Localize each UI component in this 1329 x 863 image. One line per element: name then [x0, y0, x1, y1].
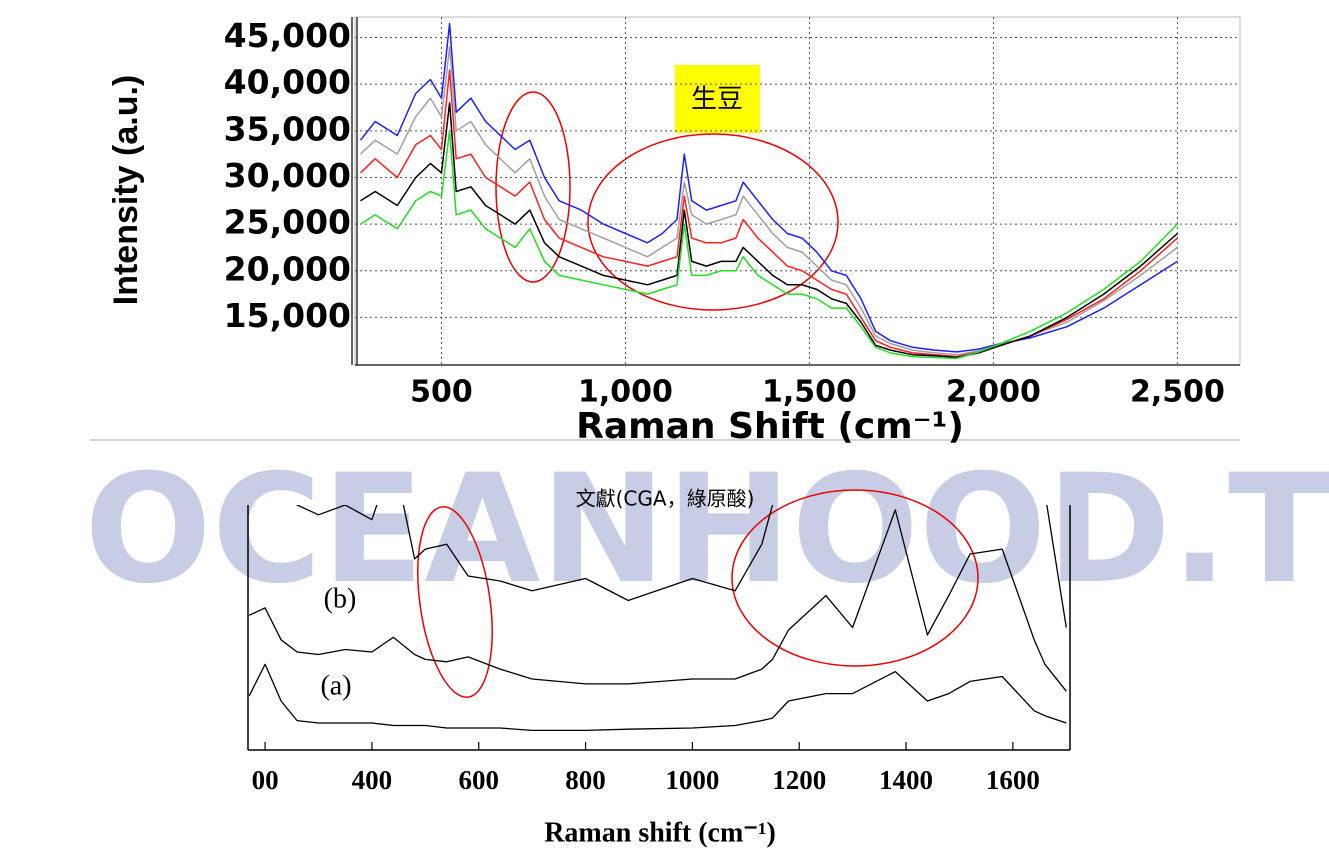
- x-tick-label: 1,500: [762, 375, 857, 410]
- highlight-ellipse: [495, 91, 571, 283]
- series-line: [360, 130, 1178, 360]
- y-axis-label: Intensity (a.u.): [107, 75, 145, 305]
- y-tick-label: 30,000: [224, 156, 351, 195]
- series-label: (a): [320, 670, 351, 701]
- annotation-box: [675, 65, 760, 133]
- plot-frame: [354, 16, 1241, 366]
- x-tick-label: 800: [565, 765, 606, 795]
- plot-area: [248, 505, 1067, 732]
- highlight-ellipse: [417, 506, 493, 698]
- series-line: [296, 505, 1067, 628]
- y-tick-label: 40,000: [224, 63, 351, 102]
- series-line: [359, 46, 1178, 356]
- y-tick-label: 25,000: [224, 203, 351, 242]
- x-tick-label: 2,500: [1130, 375, 1225, 410]
- plot-area: [359, 22, 1178, 360]
- series-line: [360, 102, 1178, 359]
- x-axis-label: Raman Shift (cm⁻¹): [576, 406, 964, 447]
- y-tick-label: 20,000: [224, 249, 351, 288]
- highlight-ellipse: [587, 133, 839, 311]
- x-tick-label: 1200: [772, 765, 826, 795]
- series-line: [248, 509, 1067, 692]
- series-line: [359, 22, 1178, 353]
- x-tick-label: 600: [458, 765, 499, 795]
- series-line: [359, 69, 1178, 358]
- highlight-ellipse: [731, 489, 979, 667]
- x-tick-label: 1000: [665, 765, 719, 795]
- x-tick-label: 400: [352, 765, 393, 795]
- y-tick-label: 45,000: [224, 16, 351, 55]
- annotation: 生豆: [691, 85, 743, 115]
- x-tick-label: 1600: [986, 765, 1040, 795]
- series-label: (b): [324, 583, 357, 614]
- x-tick-label: 1400: [879, 765, 933, 795]
- watermark: OCEANHOOD.TW: [84, 443, 1329, 617]
- y-tick-label: 35,000: [224, 109, 351, 148]
- x-axis-label: Raman shift (cm⁻¹): [544, 817, 776, 848]
- caption: 文獻(CGA，綠原酸): [576, 487, 755, 511]
- x-tick-label: 00: [252, 765, 279, 795]
- series-line: [248, 663, 1067, 732]
- x-tick-label: 500: [410, 375, 473, 410]
- x-tick-label: 2,000: [946, 375, 1041, 410]
- y-tick-label: 15,000: [224, 296, 351, 335]
- x-tick-label: 1,000: [578, 375, 673, 410]
